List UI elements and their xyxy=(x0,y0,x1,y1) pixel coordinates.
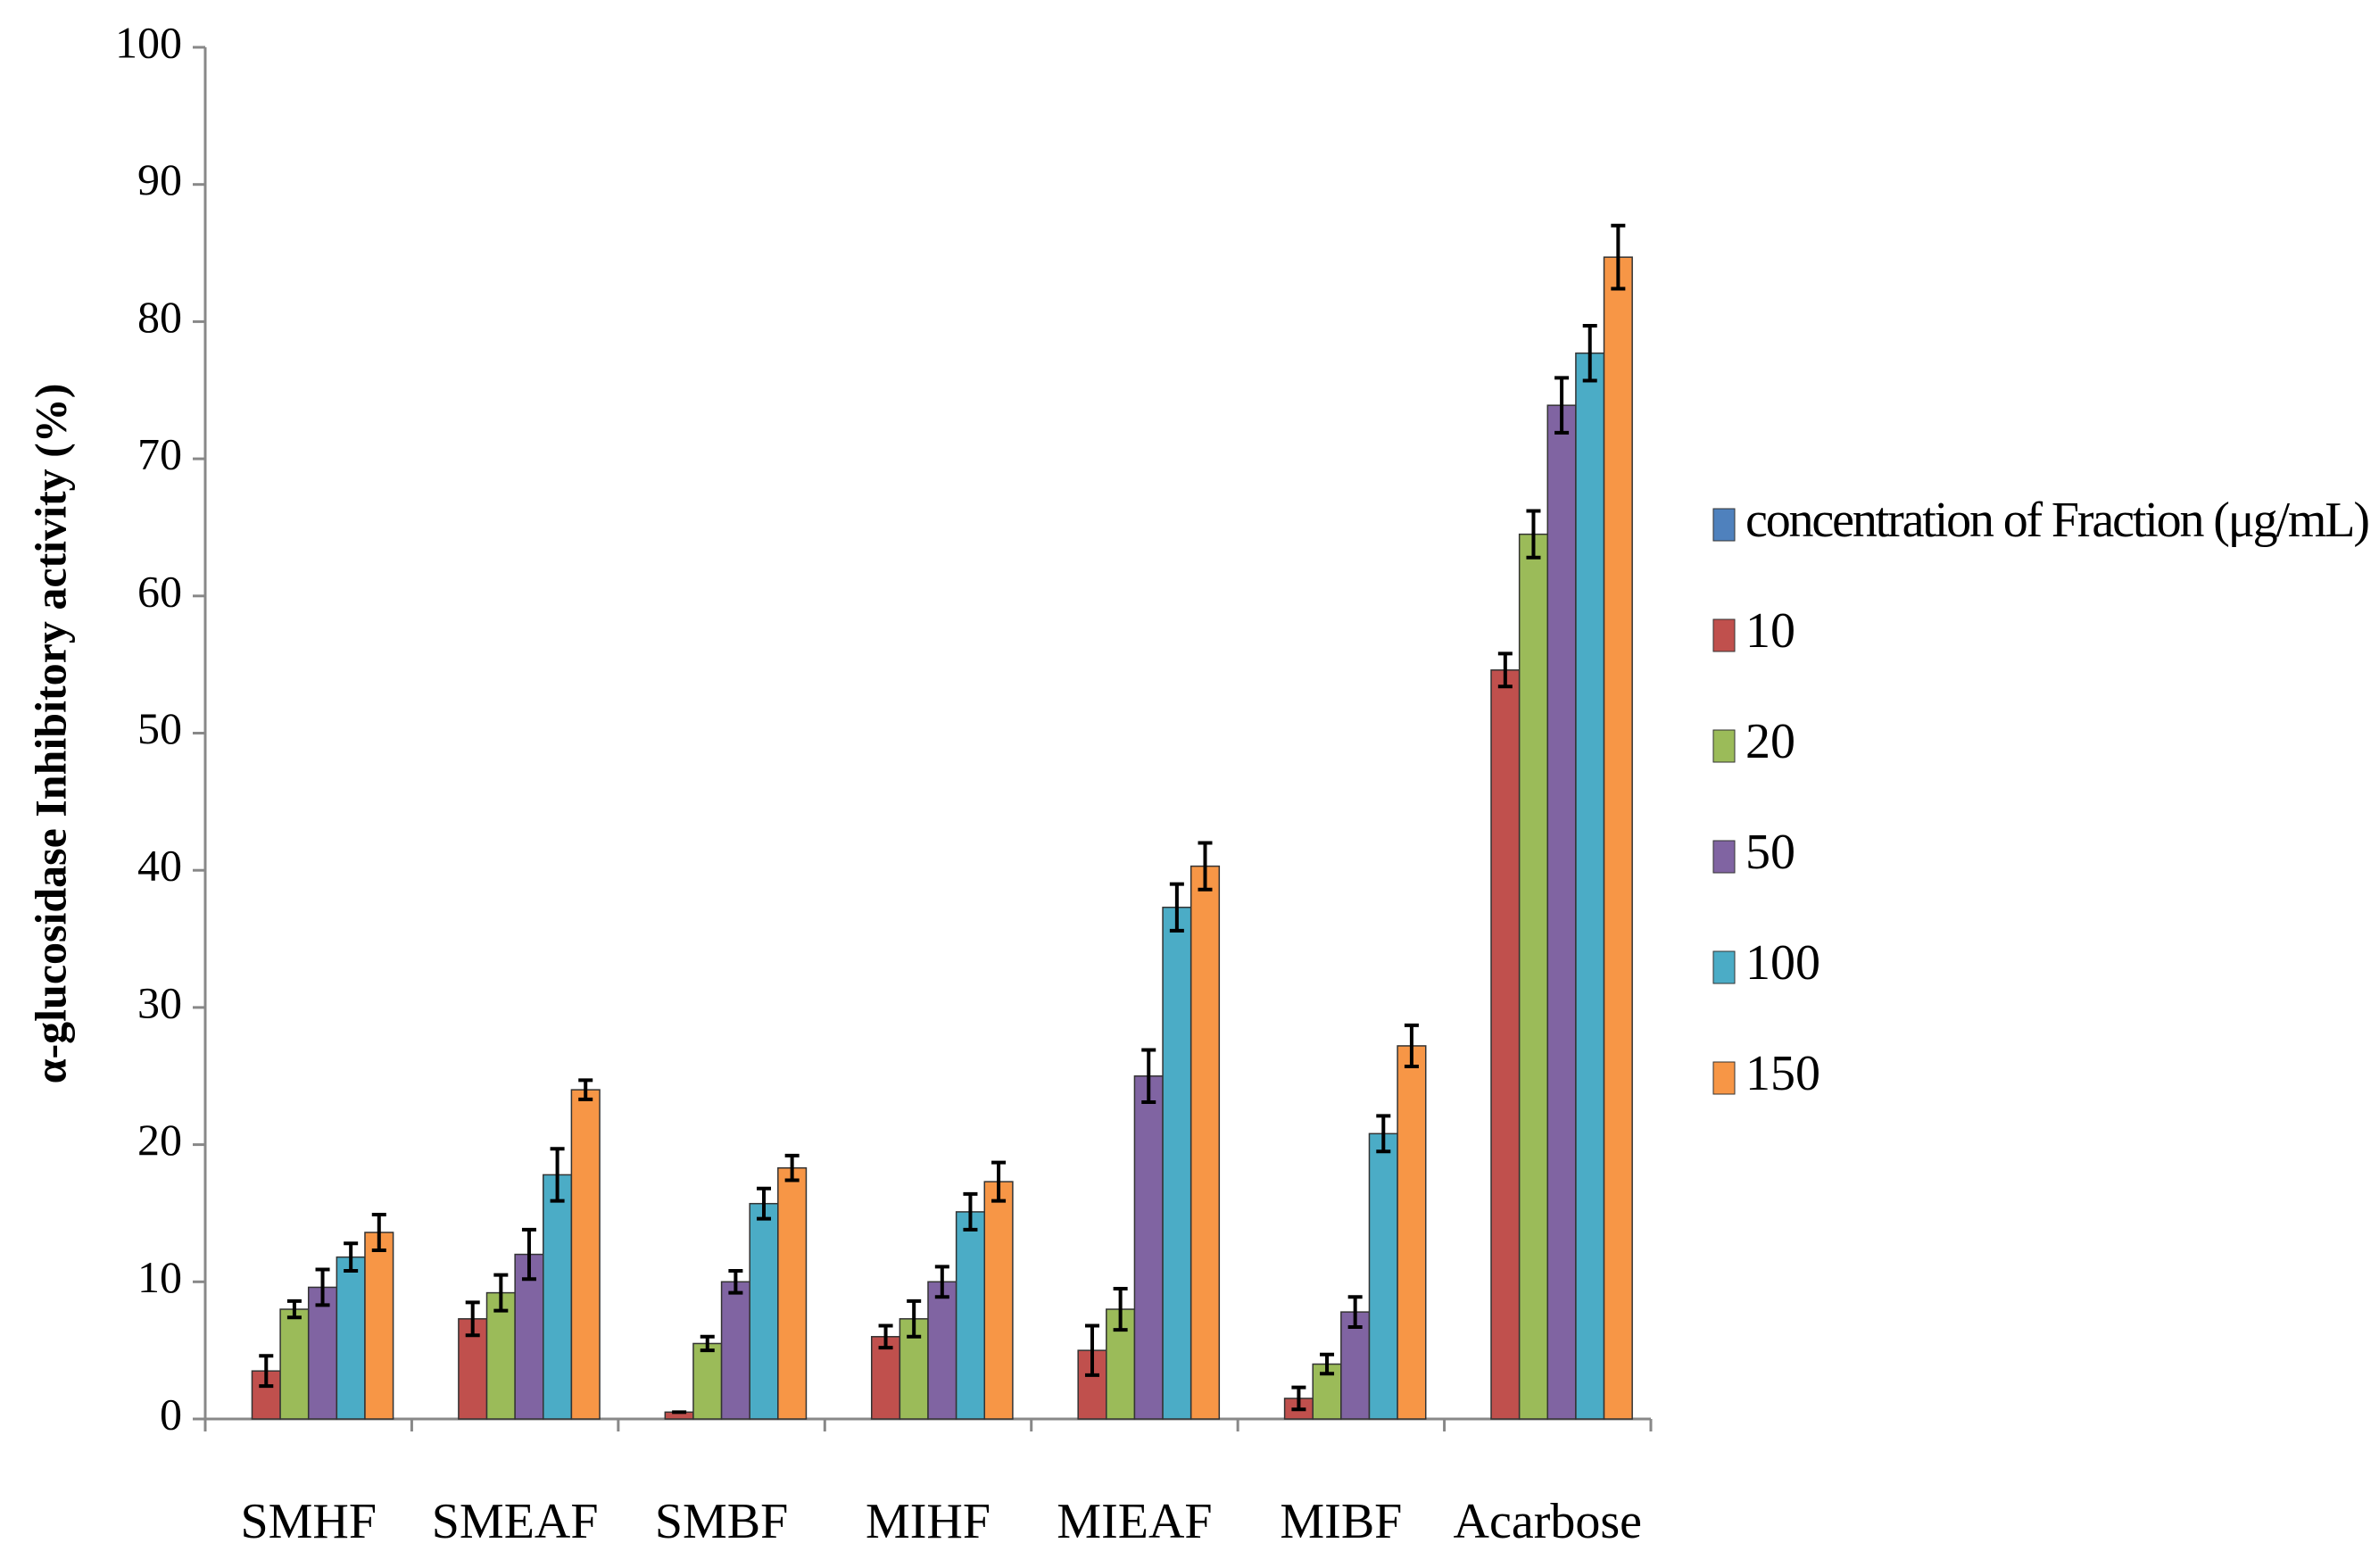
error-bar xyxy=(1554,376,1570,435)
y-tick-label: 0 xyxy=(160,1389,182,1439)
legend-swatch xyxy=(1712,508,1736,542)
x-tick-label: SMBF xyxy=(655,1494,788,1549)
x-tick-label: MIHF xyxy=(866,1494,991,1549)
bar xyxy=(543,1174,573,1420)
legend-label: 100 xyxy=(1745,935,1820,991)
error-bar xyxy=(371,1212,386,1252)
bar xyxy=(364,1232,394,1420)
x-tick-label: SMEAF xyxy=(432,1494,599,1549)
bar xyxy=(1546,404,1577,1420)
bar xyxy=(514,1253,544,1420)
error-bar xyxy=(878,1323,893,1350)
legend-swatch xyxy=(1712,840,1736,874)
error-bar xyxy=(493,1273,509,1313)
x-tick-label: SMHF xyxy=(240,1494,377,1549)
error-bar xyxy=(1497,651,1513,689)
bar xyxy=(1490,669,1521,1420)
legend-label: concentration of Fraction (μg/mL) xyxy=(1745,493,2370,548)
error-bar xyxy=(1582,324,1597,383)
error-bar xyxy=(907,1298,922,1339)
y-tick-label: 90 xyxy=(137,154,182,204)
error-bar xyxy=(344,1241,359,1273)
error-bar xyxy=(1113,1286,1128,1332)
bar xyxy=(1162,906,1192,1420)
error-bar xyxy=(784,1153,800,1182)
error-bar xyxy=(1084,1323,1099,1377)
y-tick-label: 20 xyxy=(137,1115,182,1165)
x-tick-label: MIEAF xyxy=(1057,1494,1212,1549)
y-tick-label: 60 xyxy=(137,566,182,616)
bar xyxy=(1397,1045,1427,1420)
x-tick-label: MIBF xyxy=(1280,1494,1402,1549)
y-tick-label: 50 xyxy=(137,703,182,753)
y-tick-label: 100 xyxy=(115,17,182,67)
bar xyxy=(458,1318,488,1420)
bar xyxy=(983,1181,1014,1420)
bar xyxy=(307,1286,338,1420)
bar xyxy=(749,1202,779,1420)
bar xyxy=(570,1089,601,1420)
error-bar xyxy=(1320,1352,1335,1376)
bar xyxy=(777,1166,808,1420)
bar xyxy=(692,1342,723,1420)
error-bar xyxy=(1376,1114,1391,1154)
error-bar xyxy=(934,1265,949,1299)
legend-swatch xyxy=(1712,618,1736,652)
error-bar xyxy=(700,1334,715,1353)
error-bar xyxy=(1347,1295,1363,1330)
legend-swatch xyxy=(1712,729,1736,763)
bar xyxy=(485,1291,516,1420)
error-bar xyxy=(1611,223,1626,291)
error-bar xyxy=(259,1354,274,1389)
legend-swatch xyxy=(1712,950,1736,984)
error-bar xyxy=(315,1267,330,1307)
bar xyxy=(1518,533,1549,1420)
bar xyxy=(336,1256,366,1420)
y-tick-label: 10 xyxy=(137,1252,182,1302)
bar xyxy=(279,1308,310,1420)
error-bar xyxy=(757,1186,772,1221)
error-bar xyxy=(991,1160,1007,1203)
legend-label: 150 xyxy=(1745,1046,1820,1101)
bar xyxy=(870,1336,901,1420)
y-tick-label: 70 xyxy=(137,429,182,479)
error-bar xyxy=(963,1191,978,1232)
error-bar xyxy=(1404,1023,1419,1068)
error-bar xyxy=(728,1269,743,1295)
y-tick-label: 30 xyxy=(137,977,182,1027)
bar xyxy=(927,1281,957,1420)
error-bar xyxy=(1291,1385,1306,1412)
error-bar xyxy=(521,1227,536,1282)
bar xyxy=(1575,353,1605,1420)
error-bar xyxy=(550,1147,565,1203)
y-axis-title: α-glucosidase Inhibitory activity (%) xyxy=(25,384,75,1084)
bar xyxy=(720,1281,750,1420)
legend-swatch xyxy=(1712,1061,1736,1095)
error-bar xyxy=(286,1298,302,1320)
y-tick-label: 40 xyxy=(137,841,182,891)
y-tick-label: 80 xyxy=(137,292,182,342)
x-tick-label: Acarbose xyxy=(1454,1494,1642,1549)
bar xyxy=(1312,1363,1342,1420)
bar xyxy=(1190,865,1221,1420)
error-bar xyxy=(1141,1048,1156,1104)
bar xyxy=(1603,256,1633,1420)
bar xyxy=(1133,1075,1164,1420)
bar xyxy=(955,1211,986,1420)
bar xyxy=(1368,1132,1398,1420)
error-bar xyxy=(1169,882,1184,933)
error-bar xyxy=(465,1300,480,1338)
error-bar xyxy=(1526,509,1541,560)
legend-label: 50 xyxy=(1745,825,1795,880)
legend-label: 10 xyxy=(1745,603,1795,659)
error-bar xyxy=(578,1078,593,1101)
legend-label: 20 xyxy=(1745,714,1795,769)
error-bar xyxy=(1198,841,1213,892)
